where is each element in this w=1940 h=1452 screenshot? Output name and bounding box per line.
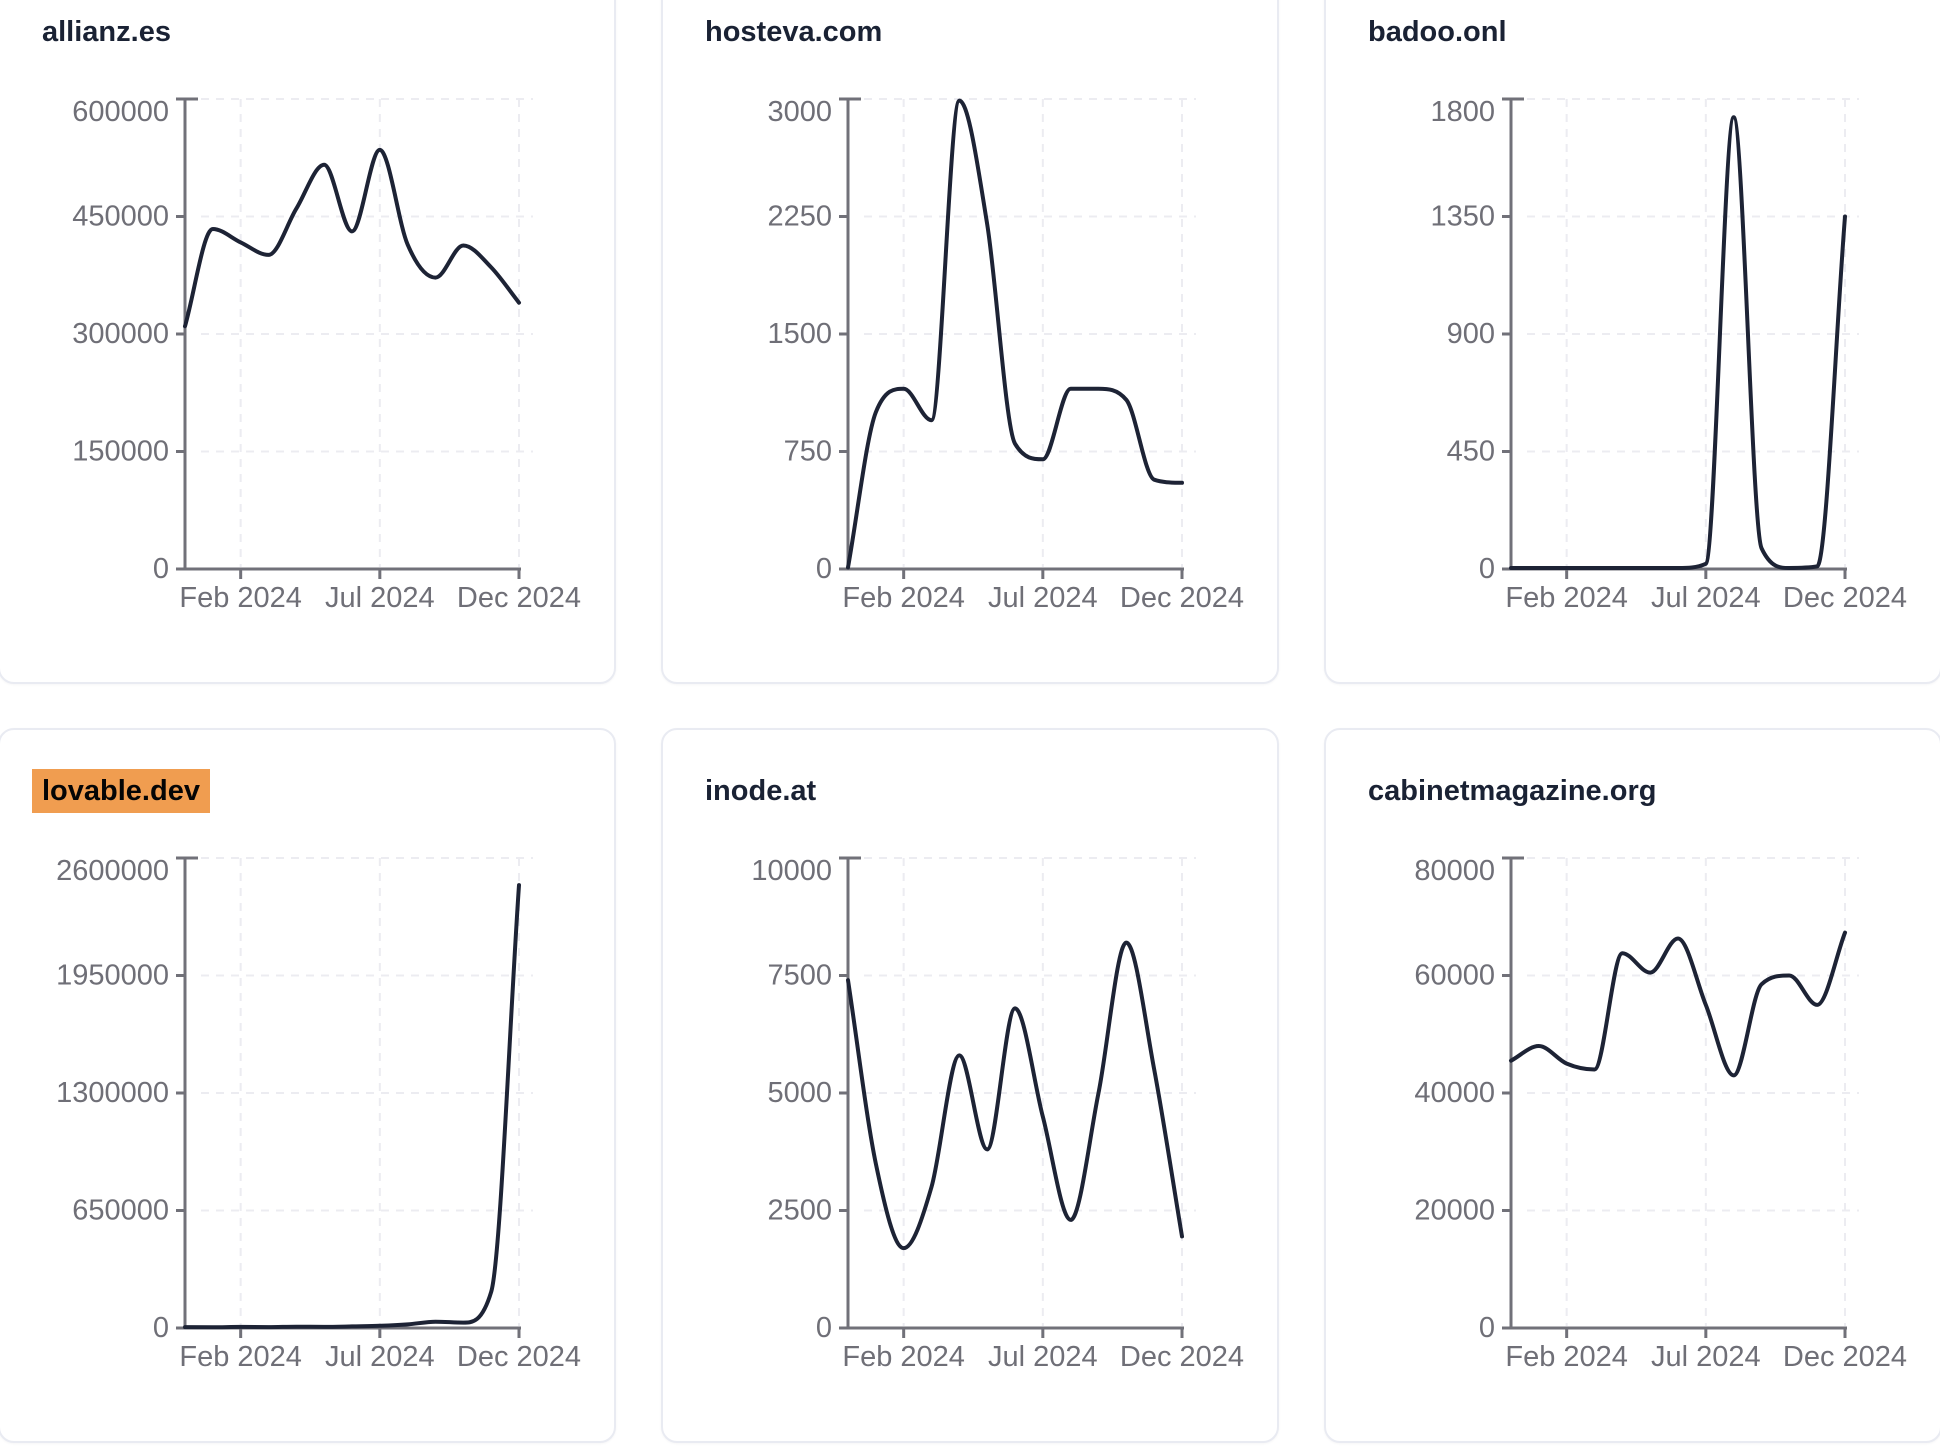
chart-title-inode-at: inode.at <box>705 774 816 808</box>
svg-text:5000: 5000 <box>767 1077 832 1109</box>
svg-text:Dec 2024: Dec 2024 <box>457 1341 581 1373</box>
chart-title-hosteva-com: hosteva.com <box>705 15 882 49</box>
svg-text:0: 0 <box>153 553 169 585</box>
svg-text:Dec 2024: Dec 2024 <box>457 582 581 614</box>
chart-card-cabinetmagazine-org: cabinetmagazine.org 0 20000 40000 60000 8000… <box>1324 728 1940 1443</box>
chart-card-badoo-onl: badoo.onl 0 450 900 1350 1800 Feb 2024 Jul 202… <box>1324 0 1940 684</box>
domain-name: badoo.onl <box>1368 16 1507 48</box>
svg-text:0: 0 <box>816 1312 832 1344</box>
svg-text:650000: 650000 <box>72 1195 169 1227</box>
line-chart-badoo-onl: 0 450 900 1350 1800 Feb 2024 Jul 2024 Dec 2024 <box>1430 96 1907 614</box>
svg-text:450: 450 <box>1447 436 1495 468</box>
svg-text:Jul 2024: Jul 2024 <box>1651 582 1761 614</box>
svg-text:2500: 2500 <box>767 1195 832 1227</box>
chart-title-lovable-dev: lovable.dev <box>32 769 210 813</box>
svg-text:7500: 7500 <box>767 960 832 992</box>
chart-card-hosteva-com: hosteva.com 0 750 1500 2250 3000 Feb 2024 Jul … <box>661 0 1279 684</box>
svg-text:1350: 1350 <box>1430 201 1495 233</box>
svg-text:150000: 150000 <box>72 436 169 468</box>
svg-text:600000: 600000 <box>72 96 169 128</box>
svg-text:0: 0 <box>1479 553 1495 585</box>
line-chart-allianz-es: 0 150000 300000 450000 600000 Feb 2024 Jul 202… <box>72 96 581 614</box>
svg-text:0: 0 <box>153 1312 169 1344</box>
svg-text:300000: 300000 <box>72 318 169 350</box>
svg-text:Dec 2024: Dec 2024 <box>1783 582 1907 614</box>
chart-card-lovable-dev: lovable.dev 0 650000 1300000 1950000 2600000… <box>0 728 616 1443</box>
svg-text:80000: 80000 <box>1414 855 1495 887</box>
chart-card-inode-at: inode.at 0 2500 5000 7500 10000 Feb 2024 Jul 2… <box>661 728 1279 1443</box>
chart-title-cabinetmagazine-org: cabinetmagazine.org <box>1368 774 1656 808</box>
svg-text:Dec 2024: Dec 2024 <box>1783 1341 1907 1373</box>
svg-text:750: 750 <box>784 436 832 468</box>
chart-title-badoo-onl: badoo.onl <box>1368 15 1507 49</box>
domain-name: hosteva.com <box>705 16 883 48</box>
svg-text:60000: 60000 <box>1414 960 1495 992</box>
svg-text:Jul 2024: Jul 2024 <box>325 1341 435 1373</box>
svg-text:1950000: 1950000 <box>56 960 169 992</box>
svg-text:2600000: 2600000 <box>56 855 169 887</box>
svg-text:3000: 3000 <box>767 96 832 128</box>
domain-name-highlighted: lovable.dev <box>32 769 210 813</box>
svg-text:Dec 2024: Dec 2024 <box>1120 582 1244 614</box>
svg-text:40000: 40000 <box>1414 1077 1495 1109</box>
svg-text:20000: 20000 <box>1414 1195 1495 1227</box>
chart-card-allianz-es: allianz.es 0 150000 300000 450000 600000 Feb … <box>0 0 616 684</box>
svg-text:Feb 2024: Feb 2024 <box>179 1341 302 1373</box>
svg-text:Feb 2024: Feb 2024 <box>1505 1341 1628 1373</box>
svg-text:1800: 1800 <box>1430 96 1495 128</box>
svg-text:0: 0 <box>1479 1312 1495 1344</box>
svg-text:10000: 10000 <box>751 855 832 887</box>
svg-text:1300000: 1300000 <box>56 1077 169 1109</box>
svg-text:0: 0 <box>816 553 832 585</box>
line-chart-lovable-dev: 0 650000 1300000 1950000 2600000 Feb 2024 Jul … <box>56 855 581 1373</box>
chart-title-allianz-es: allianz.es <box>42 15 171 49</box>
svg-text:Feb 2024: Feb 2024 <box>842 582 965 614</box>
svg-text:Jul 2024: Jul 2024 <box>1651 1341 1761 1373</box>
domain-name: inode.at <box>705 775 817 807</box>
svg-text:Feb 2024: Feb 2024 <box>1505 582 1628 614</box>
line-chart-cabinetmagazine-org: 0 20000 40000 60000 80000 Feb 2024 Jul 2024 Dec… <box>1414 855 1907 1373</box>
domain-name: cabinetmagazine.org <box>1368 775 1657 807</box>
svg-text:Jul 2024: Jul 2024 <box>988 1341 1098 1373</box>
svg-text:900: 900 <box>1447 318 1495 350</box>
svg-text:1500: 1500 <box>767 318 832 350</box>
svg-text:450000: 450000 <box>72 201 169 233</box>
svg-text:2250: 2250 <box>767 201 832 233</box>
svg-text:Dec 2024: Dec 2024 <box>1120 1341 1244 1373</box>
svg-text:Jul 2024: Jul 2024 <box>988 582 1098 614</box>
line-chart-inode-at: 0 2500 5000 7500 10000 Feb 2024 Jul 2024 Dec 20… <box>751 855 1244 1373</box>
svg-text:Feb 2024: Feb 2024 <box>842 1341 965 1373</box>
domain-name: allianz.es <box>42 16 171 48</box>
line-chart-hosteva-com: 0 750 1500 2250 3000 Feb 2024 Jul 2024 Dec 2024 <box>767 96 1244 614</box>
svg-text:Feb 2024: Feb 2024 <box>179 582 302 614</box>
svg-text:Jul 2024: Jul 2024 <box>325 582 435 614</box>
